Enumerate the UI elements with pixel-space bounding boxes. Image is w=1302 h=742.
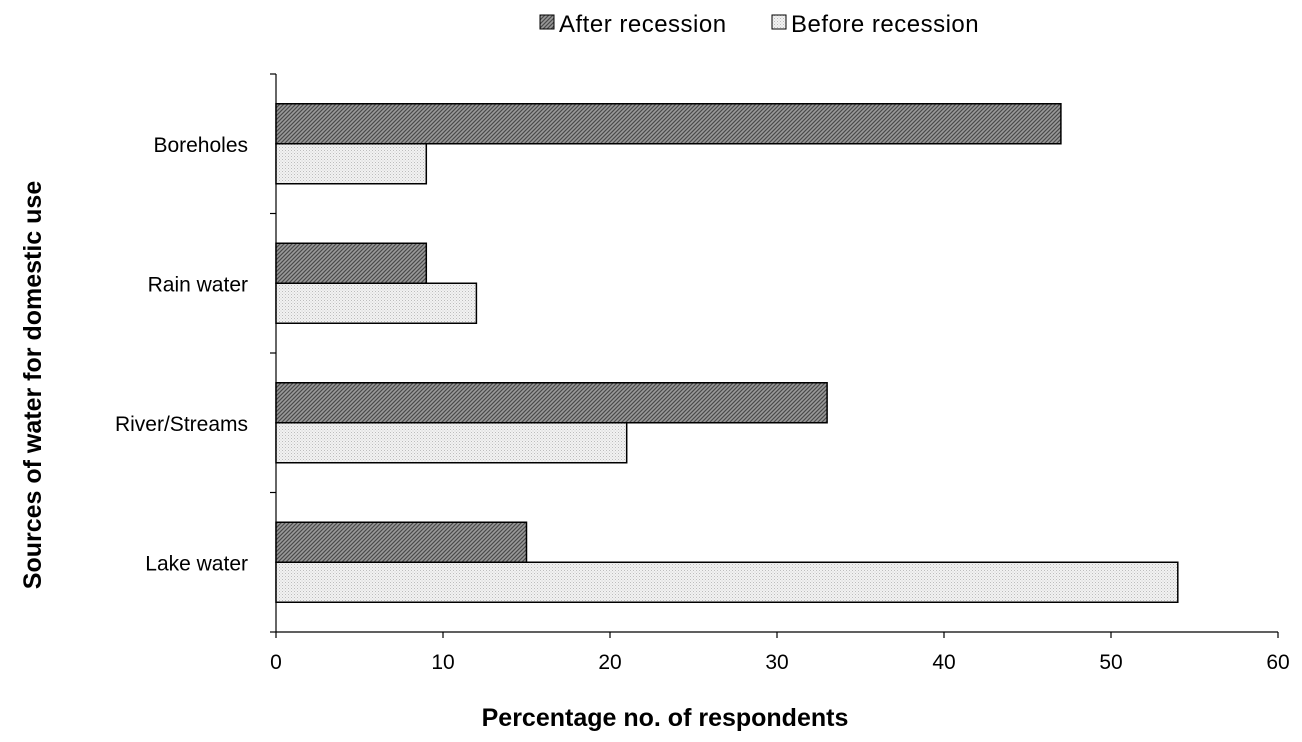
x-tick-label: 40	[932, 651, 955, 674]
x-axis-ticks: 0 10 20 30 40 50 60	[270, 632, 1290, 674]
y-axis-title: Sources of water for domestic use	[19, 181, 47, 590]
category-label: River/Streams	[115, 413, 248, 436]
bar-after-recession	[275, 103, 1062, 145]
bar-before-recession	[275, 282, 478, 324]
legend-swatch-after	[539, 14, 555, 30]
legend: After recession Before recession	[539, 11, 979, 38]
x-tick-label: 50	[1099, 651, 1122, 674]
x-tick-label: 0	[270, 651, 282, 674]
legend-item-after: After recession	[539, 11, 727, 38]
legend-label-after: After recession	[559, 11, 727, 38]
bars	[275, 103, 1179, 603]
category-labels: Boreholes Rain water River/Streams Lake wat…	[115, 134, 248, 576]
x-tick-label: 60	[1266, 651, 1289, 674]
category-label: Boreholes	[153, 134, 248, 157]
legend-label-before: Before recession	[791, 11, 979, 38]
bar-before-recession	[275, 422, 628, 464]
x-tick-label: 10	[431, 651, 454, 674]
legend-item-before: Before recession	[771, 11, 979, 38]
bar-before-recession	[275, 143, 428, 185]
bar-after-recession	[275, 382, 828, 424]
y-axis-ticks	[270, 73, 276, 633]
bar-before-recession	[275, 561, 1179, 603]
x-axis-title: Percentage no. of respondents	[482, 704, 849, 732]
bar-after-recession	[275, 521, 528, 563]
category-label: Lake water	[145, 552, 248, 575]
category-label: Rain water	[148, 273, 248, 296]
x-tick-label: 30	[765, 651, 788, 674]
legend-swatch-before	[771, 14, 787, 30]
bar-after-recession	[275, 242, 428, 284]
x-tick-label: 20	[598, 651, 621, 674]
